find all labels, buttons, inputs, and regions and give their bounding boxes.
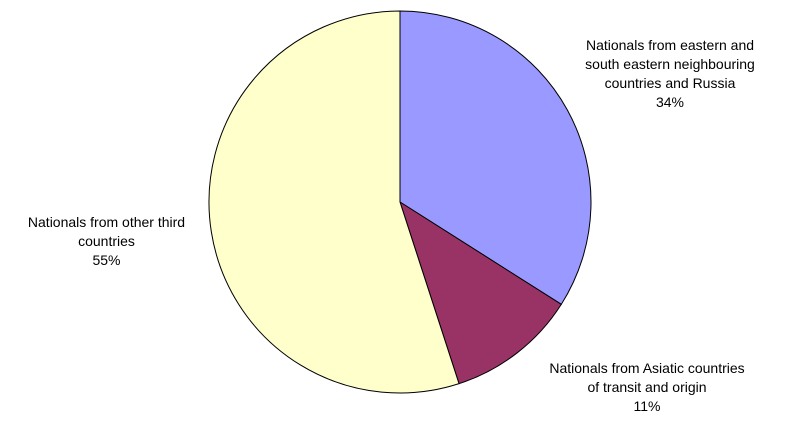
label-percent: 11% xyxy=(633,398,661,414)
pie-slice-asiatic-countries xyxy=(399,200,562,385)
label-line: south eastern neighbouring xyxy=(585,56,755,72)
label-percent: 55% xyxy=(92,252,121,268)
label-percent: 34% xyxy=(655,94,685,110)
label-line: Nationals from Asiatic countries xyxy=(549,360,745,376)
slice-label-other-third-countries: Nationals from other third countries 55% xyxy=(4,213,209,270)
slice-label-eastern-neighbours: Nationals from eastern and south eastern… xyxy=(565,36,775,112)
label-line: Nationals from eastern and xyxy=(585,37,755,53)
label-line: countries and Russia xyxy=(604,75,736,91)
label-line: Nationals from other third xyxy=(27,214,186,230)
label-line: countries xyxy=(78,233,135,249)
pie-slice-eastern-neighbours xyxy=(399,10,592,306)
label-line: of transit and origin xyxy=(587,379,707,395)
pie-slice-other-third-countries xyxy=(208,10,460,394)
slice-label-asiatic-countries: Nationals from Asiatic countries of tran… xyxy=(517,359,777,416)
